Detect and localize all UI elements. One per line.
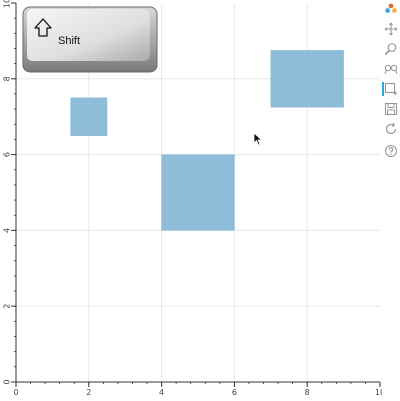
y-tick-label: 10 (3, 0, 12, 8)
bokeh-logo-icon[interactable] (384, 2, 398, 16)
box-edit-icon[interactable] (382, 82, 398, 96)
reset-icon[interactable] (384, 122, 398, 136)
toolbar (382, 0, 400, 401)
data-rect-1 (70, 97, 108, 136)
data-rect-2 (161, 154, 235, 231)
x-tick-label: 0 (13, 388, 18, 397)
box-zoom-icon[interactable] (384, 42, 398, 56)
y-tick-label: 8 (3, 76, 12, 81)
pan-icon[interactable] (384, 22, 398, 36)
shift-key-overlay: Shift (22, 6, 158, 73)
help-icon[interactable] (384, 144, 398, 158)
wheel-zoom-icon[interactable] (384, 62, 398, 76)
x-tick-label: 10 (375, 388, 382, 397)
y-tick-label: 0 (3, 379, 12, 384)
y-tick-label: 2 (3, 304, 12, 309)
x-tick-label: 4 (159, 388, 164, 397)
shift-arrow-icon (34, 18, 52, 37)
data-rects (70, 50, 344, 231)
shift-key-label: Shift (58, 35, 80, 47)
data-rect-3 (270, 50, 344, 108)
axes: 0 2 4 6 8 10 0 2 4 6 8 10 (3, 0, 383, 397)
x-tick-label: 6 (232, 388, 237, 397)
x-tick-label: 2 (86, 388, 91, 397)
save-icon[interactable] (384, 102, 398, 116)
y-tick-label: 6 (3, 152, 12, 157)
active-tool-indicator (382, 82, 384, 96)
y-tick-label: 4 (3, 228, 12, 233)
x-tick-label: 8 (305, 388, 310, 397)
mouse-cursor-icon (253, 132, 263, 146)
